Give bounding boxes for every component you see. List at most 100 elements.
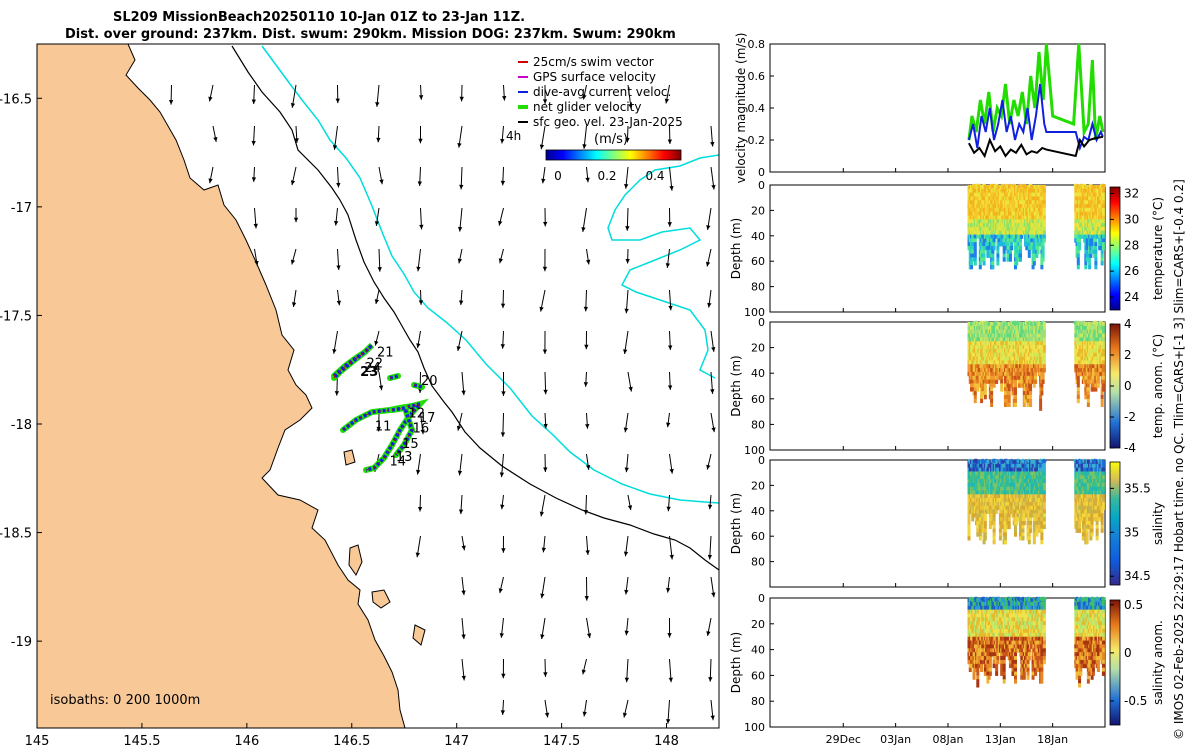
velocity-arrow-55	[416, 248, 421, 272]
velocity-arrow-118	[666, 494, 671, 512]
map-ytick-0: -16.5	[0, 92, 32, 107]
velocity-arrow-30	[378, 166, 384, 185]
profile-data-2	[967, 458, 1105, 545]
map-ytick-4: -18.5	[0, 527, 32, 542]
track-label-24: 24	[364, 361, 381, 376]
time-tick-3: 13Jan	[985, 733, 1016, 746]
velocity-arrow-42	[374, 207, 380, 227]
profile-frame-0	[769, 184, 1106, 313]
track-label-15: 15	[402, 437, 419, 452]
island-4	[412, 624, 426, 646]
velocity-arrow-3	[290, 84, 297, 108]
profile-0-ytick-0: 0	[758, 179, 765, 192]
velocity-arrow-14	[251, 125, 256, 146]
velocity-arrow-85	[378, 371, 384, 391]
profile-panel-3: Depth (m) 0 20 40 60 80 100 -0.5 0 0.5 salinity an…	[729, 592, 1165, 734]
profile-0-ytick-4: 80	[751, 281, 765, 294]
velocity-arrow-13	[212, 125, 218, 142]
velocity-arrow-141	[706, 617, 712, 636]
velocity-arrow-154	[710, 699, 715, 721]
velocity-panel: velocity magnitude (m/s) 0 0.2 0.4 0.6 0.8	[734, 33, 1106, 183]
profile-frame-3	[769, 597, 1106, 728]
profile-1-ytick-0: 0	[758, 316, 765, 329]
vel-series-0	[967, 43, 1105, 141]
velocity-arrow-12	[664, 84, 670, 104]
velocity-arrow-100	[623, 412, 629, 433]
map-legend: 25cm/s swim vector GPS surface velocity …	[506, 55, 683, 143]
map-ytick-3: -18	[11, 418, 32, 433]
velocity-arrow-47	[581, 207, 587, 232]
velocity-arrow-32	[459, 166, 464, 190]
velocity-arrow-43	[419, 207, 424, 230]
velocity-arrow-5	[375, 84, 380, 107]
velocity-arrow-94	[376, 412, 381, 432]
track-north-swim	[333, 344, 373, 379]
track-label-14: 14	[390, 454, 407, 469]
map-xtick-5: 147.5	[543, 734, 580, 749]
profile-0-ctick-4: 32	[1124, 186, 1139, 200]
islands	[343, 449, 426, 646]
velocity-arrow-22	[582, 125, 587, 149]
velocity-yticks: 0 0.2 0.4 0.6 0.8	[748, 38, 774, 179]
velocity-arrow-132	[624, 576, 629, 595]
velocity-arrow-106	[499, 453, 505, 478]
velocity-arrow-79	[542, 330, 548, 355]
velocity-arrow-1	[208, 84, 214, 102]
velocity-arrow-29	[336, 166, 341, 188]
map-colorbar-label: (m/s)	[594, 132, 628, 147]
profile-2-ytick-3: 60	[751, 530, 765, 543]
velocity-arrow-72	[668, 289, 673, 311]
track-label-22: 22	[366, 357, 383, 372]
velocity-arrow-147	[668, 658, 673, 683]
velocity-arrow-98	[543, 412, 548, 429]
velocity-arrow-80	[584, 330, 589, 350]
velocity-arrow-102	[710, 412, 716, 433]
vel-ytick-1: 0.2	[748, 134, 766, 147]
velocity-arrow-119	[707, 494, 713, 510]
track-east-swim	[391, 407, 413, 456]
profile-1-ctick-1: -2	[1124, 410, 1136, 424]
profile-panel-0: Depth (m) 0 20 40 60 80 100 24 26 28 30 32 temperatu…	[729, 179, 1165, 319]
track-label-20: 20	[421, 374, 438, 389]
velocity-arrow-11	[627, 84, 633, 109]
track-label-12: 12	[408, 406, 425, 421]
profile-panels: Depth (m)0204060801002426283032temperatu…	[729, 179, 1165, 734]
profile-3-ctick-0: -0.5	[1124, 694, 1147, 708]
velocity-arrow-125	[623, 535, 629, 557]
velocity-arrow-18	[418, 125, 423, 144]
island-3	[343, 449, 356, 466]
vel-ytick-0: 0	[758, 166, 765, 179]
profile-2-ytick-2: 40	[751, 505, 765, 518]
profile-0-ytick-3: 60	[751, 255, 765, 268]
map-ytick-2: -17.5	[0, 309, 32, 324]
isobath-1000m	[261, 45, 719, 504]
velocity-arrow-65	[374, 289, 380, 305]
velocity-arrow-34	[541, 166, 546, 184]
velocity-arrow-57	[498, 248, 504, 264]
chart-title-line2: Dist. over ground: 237km. Dist. swum: 29…	[65, 27, 676, 42]
profile-frame-2	[769, 459, 1106, 588]
profile-0-ctick-2: 28	[1124, 238, 1139, 252]
profile-2-ctick-0: 34.5	[1124, 569, 1151, 583]
velocity-arrow-137	[540, 617, 546, 640]
profile-panel-1: Depth (m) 0 20 40 60 80 100 -4 -2 0 2 4 temp. anom. …	[729, 316, 1165, 457]
velocity-arrow-15	[294, 125, 299, 143]
velocity-arrow-58	[542, 248, 548, 272]
velocity-arrow-91	[627, 371, 633, 392]
velocity-arrow-71	[624, 289, 629, 314]
map-colorbar-bar	[545, 149, 682, 161]
velocity-arrow-105	[457, 453, 463, 476]
velocity-arrow-56	[457, 248, 463, 264]
profile-clabel-1: temp. anom. (°C)	[1151, 334, 1165, 438]
velocity-arrow-39	[253, 207, 258, 229]
velocity-arrow-77	[456, 330, 463, 352]
velocity-lines	[967, 43, 1105, 159]
velocity-arrow-24	[667, 125, 672, 145]
velocity-arrow-144	[543, 658, 548, 677]
legend-dive: dive-avg current veloc.	[533, 85, 671, 99]
profile-frame-1	[769, 321, 1106, 451]
velocity-arrow-38	[710, 166, 716, 190]
